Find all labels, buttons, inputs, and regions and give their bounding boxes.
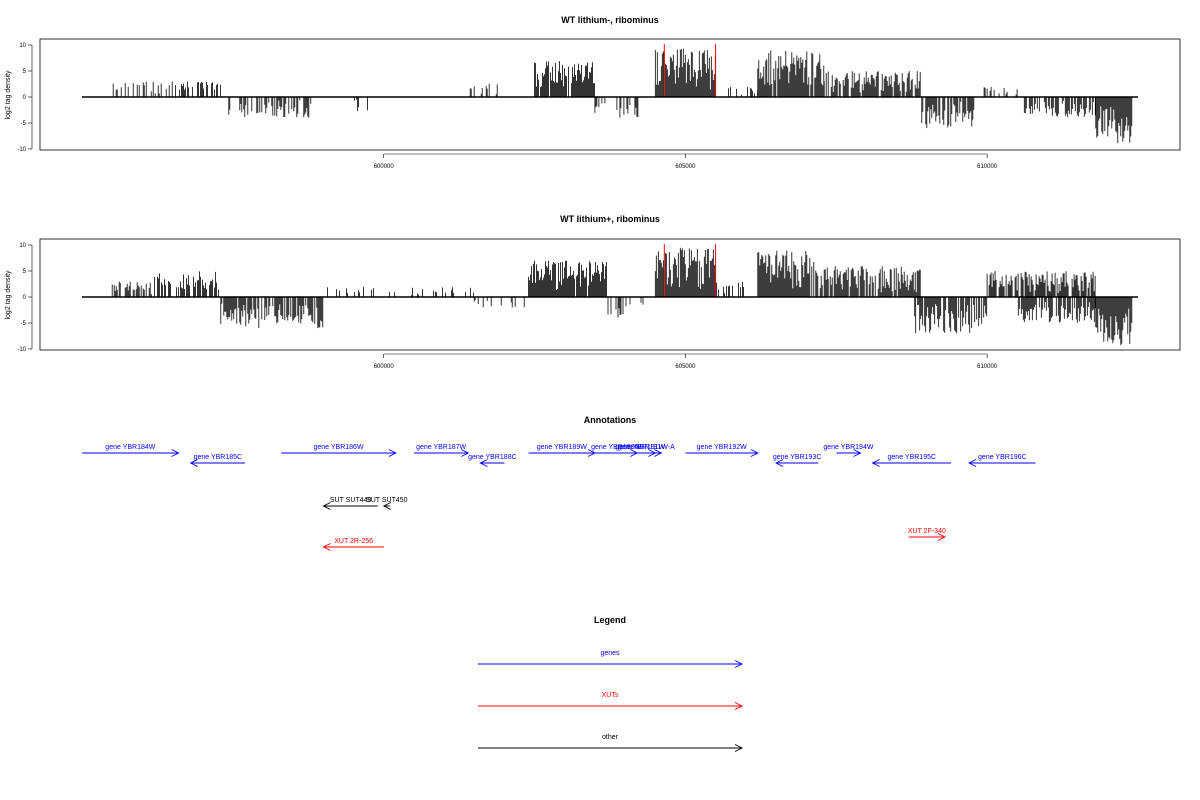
legend-title: Legend	[594, 615, 626, 625]
coverage-panel-lithium-plus: WT lithium+, ribominus log2 tag density …	[5, 214, 1181, 370]
x-tick-label: 600000	[374, 164, 395, 170]
annotation-label: gene YBR195C	[888, 454, 937, 461]
annotation-arrow	[836, 449, 862, 457]
axes: -10 -5 0 5 10 600000 605000 610000	[17, 243, 1138, 370]
annotation-label: gene YBR185C	[194, 454, 243, 461]
annotation-arrow	[908, 533, 946, 541]
annotation-label: gene YBR187W	[416, 444, 466, 451]
annotation-arrow	[871, 459, 952, 467]
y-tick-label: 5	[23, 269, 27, 275]
annotation-label: XUT 2R-256	[334, 538, 373, 545]
annotation-label: gene YBR191W	[615, 444, 665, 451]
axes: -10 -5 0 5 10 600000 605000 610000	[17, 43, 1138, 170]
annotation-label: gene YBR189W	[537, 444, 587, 451]
x-tick-label: 610000	[977, 164, 998, 170]
y-tick-label: -10	[17, 147, 26, 153]
annotation-arrow	[281, 449, 397, 457]
y-tick-label: 0	[23, 295, 27, 301]
annotation-label: gene YBR186W	[313, 444, 363, 451]
annotation-arrow	[82, 449, 180, 457]
coverage-bars	[112, 43, 1133, 144]
coverage-bars	[111, 243, 1133, 346]
coverage-panel-lithium-minus: WT lithium-, ribominus log2 tag density …	[5, 15, 1181, 170]
x-tick-label: 605000	[675, 364, 696, 370]
annotation-label: gene YBR188C	[468, 454, 517, 461]
annotation-tracks: gene YBR184W gene YBR185C gene YBR186W gene…	[82, 444, 1036, 551]
y-tick-label: -10	[17, 347, 26, 353]
legend-label: other	[602, 734, 619, 741]
legend-label: XUTs	[602, 692, 619, 699]
annotation-arrow	[479, 459, 505, 467]
annotations-title: Annotations	[584, 415, 637, 425]
plot-frame	[39, 38, 1181, 151]
annotation-label: SUT SUT450	[366, 497, 408, 504]
annotation-arrow	[968, 459, 1036, 467]
annotation-label: gene YBR190W	[591, 444, 641, 451]
annotation-label: gene YBR191W-A	[618, 444, 675, 451]
x-tick-label: 600000	[374, 364, 395, 370]
annotation-arrow	[322, 543, 384, 551]
legend-arrow	[478, 660, 744, 668]
legend-arrow	[478, 744, 744, 752]
annotation-arrow	[775, 459, 819, 467]
annotation-label: gene YBR184W	[105, 444, 155, 451]
annotation-label: gene YBR192W	[697, 444, 747, 451]
panel-title: WT lithium+, ribominus	[560, 214, 660, 224]
y-axis-label: log2 tag density	[5, 70, 12, 120]
annotation-label: gene YBR196C	[978, 454, 1027, 461]
plot-frame	[39, 238, 1181, 351]
annotation-label: SUT SUT449	[330, 497, 372, 504]
legend: Legend genes XUTs other	[478, 615, 744, 752]
x-tick-label: 605000	[675, 164, 696, 170]
y-tick-label: 10	[19, 243, 26, 249]
y-tick-label: -5	[21, 121, 27, 127]
annotation-arrow	[382, 502, 391, 510]
annotation-label: gene YBR194W	[823, 444, 873, 451]
y-axis-label: log2 tag density	[5, 270, 12, 320]
y-tick-label: 5	[23, 69, 27, 75]
annotation-label: XUT 2F-340	[908, 528, 946, 535]
legend-arrow	[478, 702, 744, 710]
annotation-arrow	[189, 459, 245, 467]
x-tick-label: 610000	[977, 364, 998, 370]
legend-items: genes XUTs other	[478, 650, 744, 752]
annotation-arrow	[685, 449, 759, 457]
annotation-label: gene YBR193C	[773, 454, 822, 461]
annotation-arrow	[413, 449, 470, 457]
y-tick-label: -5	[21, 321, 27, 327]
annotation-arrow	[631, 449, 663, 457]
panel-title: WT lithium-, ribominus	[561, 15, 659, 25]
annotation-arrow	[322, 502, 378, 510]
y-tick-label: 0	[23, 95, 27, 101]
legend-label: genes	[600, 650, 620, 657]
y-tick-label: 10	[19, 43, 26, 49]
